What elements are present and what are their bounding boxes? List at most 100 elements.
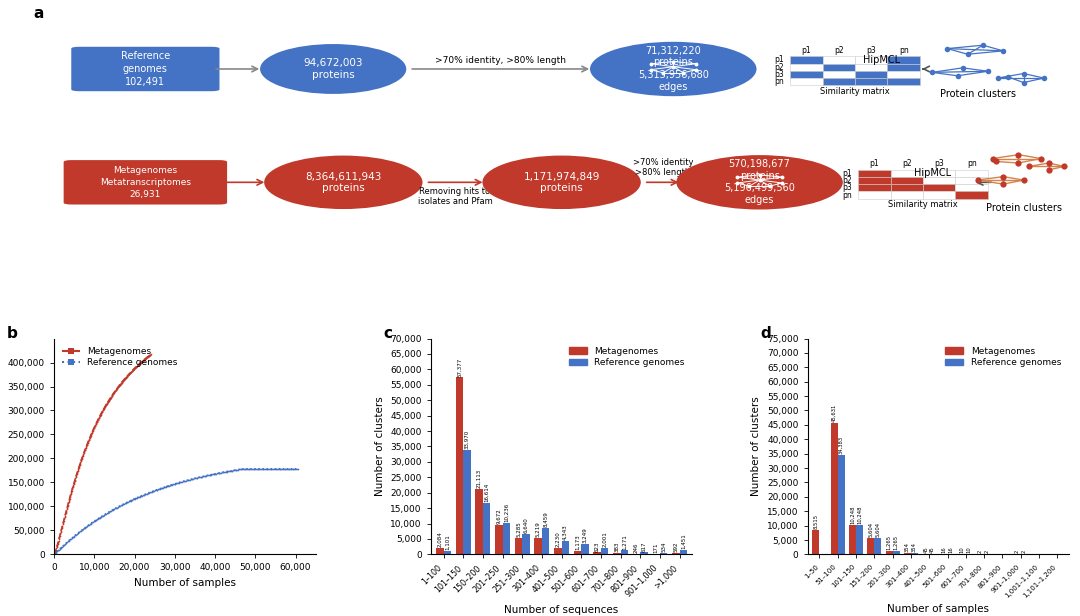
Bar bbox=[888, 63, 920, 71]
Text: p3: p3 bbox=[934, 160, 944, 168]
Text: 1,451: 1,451 bbox=[680, 533, 686, 549]
Text: 1,271: 1,271 bbox=[622, 534, 626, 549]
Text: 1,101: 1,101 bbox=[445, 534, 449, 550]
Bar bbox=[542, 529, 550, 554]
Bar bbox=[823, 78, 855, 85]
Bar bbox=[956, 177, 988, 184]
Bar bbox=[672, 553, 679, 554]
Bar bbox=[831, 423, 838, 554]
Text: p3: p3 bbox=[866, 46, 876, 55]
Text: 10,236: 10,236 bbox=[503, 503, 509, 522]
Bar bbox=[858, 184, 891, 192]
Bar bbox=[523, 534, 529, 554]
Bar bbox=[923, 192, 956, 198]
Bar bbox=[855, 71, 888, 78]
Text: 10,248: 10,248 bbox=[858, 505, 862, 524]
Text: >70% identity
>80% length: >70% identity >80% length bbox=[633, 158, 693, 177]
Text: p1: p1 bbox=[869, 160, 879, 168]
Ellipse shape bbox=[590, 42, 756, 96]
Text: 354: 354 bbox=[912, 542, 917, 552]
Text: 6,640: 6,640 bbox=[524, 517, 528, 533]
Text: 617: 617 bbox=[642, 541, 647, 551]
Bar bbox=[893, 551, 900, 554]
Y-axis label: Number of clusters: Number of clusters bbox=[752, 397, 761, 496]
Bar bbox=[956, 184, 988, 192]
Text: 16: 16 bbox=[942, 546, 946, 553]
Text: 1,265: 1,265 bbox=[887, 535, 892, 549]
Text: Protein clusters: Protein clusters bbox=[986, 203, 1062, 213]
Legend: Metagenomes, Reference genomes: Metagenomes, Reference genomes bbox=[565, 343, 688, 371]
Bar bbox=[888, 56, 920, 63]
Text: 94,672,003
proteins: 94,672,003 proteins bbox=[303, 58, 363, 80]
Text: p1: p1 bbox=[774, 55, 784, 65]
X-axis label: Number of sequences: Number of sequences bbox=[504, 605, 619, 615]
Text: 2: 2 bbox=[985, 550, 990, 553]
Text: d: d bbox=[760, 326, 771, 341]
Text: pn: pn bbox=[899, 46, 908, 55]
Text: a: a bbox=[33, 6, 44, 20]
Text: 34,383: 34,383 bbox=[839, 436, 843, 454]
Bar bbox=[679, 550, 687, 554]
Bar bbox=[886, 551, 893, 554]
Text: 570,198,677
proteins: 570,198,677 proteins bbox=[729, 159, 791, 180]
Bar bbox=[475, 489, 483, 554]
Bar bbox=[891, 192, 923, 198]
Bar bbox=[502, 523, 510, 554]
Bar bbox=[855, 63, 888, 71]
Bar bbox=[858, 177, 891, 184]
Text: 2,230: 2,230 bbox=[555, 531, 561, 546]
FancyBboxPatch shape bbox=[64, 160, 227, 205]
Bar bbox=[594, 553, 600, 554]
Bar bbox=[858, 169, 891, 177]
Bar bbox=[573, 551, 581, 554]
Bar bbox=[812, 530, 820, 554]
Bar bbox=[621, 551, 629, 554]
Bar bbox=[823, 56, 855, 63]
Bar bbox=[891, 177, 923, 184]
Text: p3: p3 bbox=[842, 183, 852, 192]
Text: 5,196,499,560
edges: 5,196,499,560 edges bbox=[724, 184, 795, 205]
Bar bbox=[856, 525, 863, 554]
X-axis label: Number of samples: Number of samples bbox=[888, 604, 989, 614]
Text: 5,219: 5,219 bbox=[536, 522, 541, 537]
Legend: Metagenomes, Reference genomes: Metagenomes, Reference genomes bbox=[942, 343, 1065, 371]
Ellipse shape bbox=[260, 44, 406, 94]
Text: Similarity matrix: Similarity matrix bbox=[888, 200, 958, 209]
Text: 5,313,956,680
edges: 5,313,956,680 edges bbox=[638, 70, 708, 92]
Text: 16: 16 bbox=[948, 546, 954, 553]
Text: 57,377: 57,377 bbox=[457, 357, 462, 376]
Text: 171: 171 bbox=[653, 543, 659, 553]
Bar bbox=[923, 184, 956, 192]
Text: 534: 534 bbox=[661, 541, 666, 552]
Text: 71,312,220
proteins: 71,312,220 proteins bbox=[646, 46, 701, 67]
Text: 45: 45 bbox=[930, 546, 935, 553]
Text: 5,604: 5,604 bbox=[868, 522, 874, 537]
Bar bbox=[867, 538, 875, 554]
Bar bbox=[891, 169, 923, 177]
Text: 8,515: 8,515 bbox=[813, 514, 819, 529]
Text: Metagenomes
Metatranscriptomes
26,931: Metagenomes Metatranscriptomes 26,931 bbox=[99, 166, 191, 198]
Text: HipMCL: HipMCL bbox=[914, 168, 950, 178]
Text: p1: p1 bbox=[842, 169, 852, 178]
FancyBboxPatch shape bbox=[71, 47, 219, 91]
Bar bbox=[838, 455, 845, 554]
Bar bbox=[463, 450, 471, 554]
Bar bbox=[495, 525, 502, 554]
Text: 2: 2 bbox=[978, 550, 983, 553]
Text: b: b bbox=[6, 326, 17, 341]
Text: pn: pn bbox=[774, 77, 784, 86]
Text: 21,113: 21,113 bbox=[476, 469, 482, 488]
Bar bbox=[791, 63, 823, 71]
Text: 5,604: 5,604 bbox=[875, 522, 880, 537]
Text: 8,459: 8,459 bbox=[543, 512, 549, 527]
Text: 383: 383 bbox=[615, 542, 620, 553]
Bar bbox=[956, 192, 988, 198]
Text: c: c bbox=[383, 326, 393, 341]
Text: HipMCL: HipMCL bbox=[863, 55, 900, 65]
Bar bbox=[858, 192, 891, 198]
Text: 10: 10 bbox=[967, 546, 972, 553]
Text: 1,265: 1,265 bbox=[893, 535, 899, 549]
Bar bbox=[535, 538, 542, 554]
Text: p3: p3 bbox=[774, 70, 784, 79]
Text: pn: pn bbox=[842, 190, 852, 200]
